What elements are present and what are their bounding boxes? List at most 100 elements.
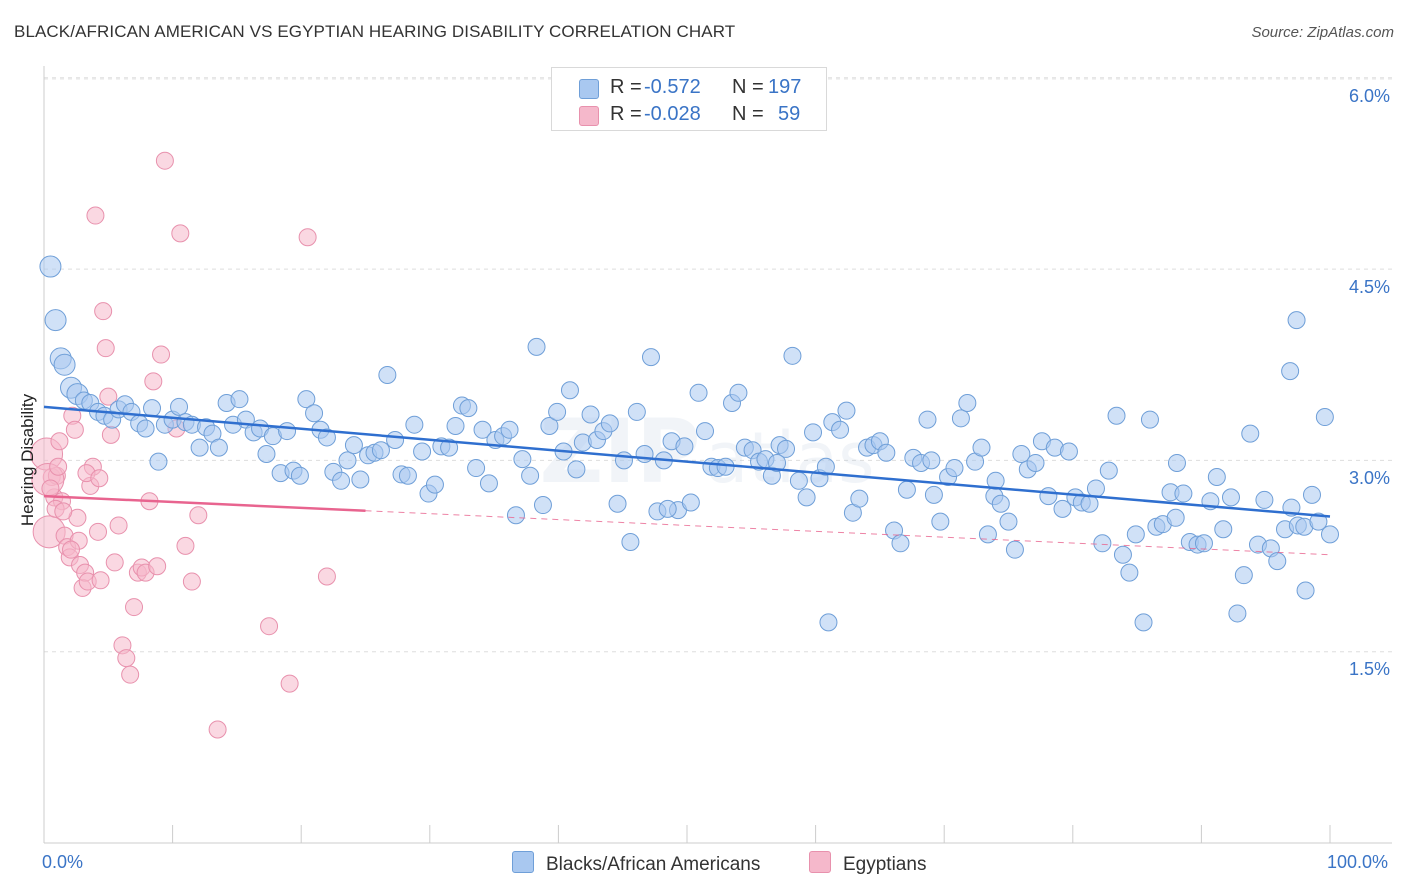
blacks-point xyxy=(1228,604,1247,623)
blacks-point xyxy=(230,390,249,409)
blacks-point xyxy=(567,460,586,479)
blacks-point xyxy=(560,381,579,400)
egyptians-point xyxy=(155,151,174,170)
x-max-label: 100.0% xyxy=(1327,852,1389,872)
blacks-point xyxy=(614,451,633,470)
blacks-point xyxy=(209,438,228,457)
blacks-point xyxy=(1012,445,1031,464)
legend-r-label: R = xyxy=(610,76,642,98)
grid-lines xyxy=(44,77,1392,653)
blacks-point xyxy=(918,410,937,429)
blacks-point xyxy=(405,415,424,434)
blacks-point xyxy=(39,255,62,278)
y-tick-6: 6.0% xyxy=(1349,86,1391,106)
legend-row-blacks: R = -0.572 N = 197 xyxy=(552,74,826,102)
egyptians-point xyxy=(280,674,299,693)
blacks-point xyxy=(608,494,627,513)
blacks-point xyxy=(1026,453,1045,472)
blacks-point xyxy=(891,534,910,553)
blacks-point xyxy=(317,428,336,447)
egyptians-point xyxy=(317,567,336,586)
blacks-point xyxy=(819,613,838,632)
blacks-point xyxy=(540,416,559,435)
blacks-point xyxy=(53,353,76,376)
bottom-legend-egyptians: Egyptians xyxy=(809,851,926,876)
blacks-point xyxy=(1255,490,1274,509)
egyptians-trend-extension xyxy=(365,510,1331,556)
blacks-point xyxy=(931,512,950,531)
blacks-point xyxy=(621,533,640,552)
blacks-point xyxy=(1099,461,1118,480)
blacks-point xyxy=(831,420,850,439)
legend: R = -0.572 N = 197 R = -0.028 N = 59 xyxy=(551,67,827,131)
legend-swatch-pink xyxy=(579,106,599,126)
y-tick-1-5: 1.5% xyxy=(1349,659,1391,679)
y-tick-3: 3.0% xyxy=(1349,468,1391,488)
blacks-point xyxy=(1214,520,1233,539)
blacks-point xyxy=(978,525,997,544)
blacks-point xyxy=(344,436,363,455)
blacks-point xyxy=(729,383,748,402)
svg-text:atlas: atlas xyxy=(705,417,874,499)
blacks-point xyxy=(1287,311,1306,330)
egyptians-point xyxy=(121,665,140,684)
blacks-point xyxy=(473,420,492,439)
blacks-point xyxy=(338,451,357,470)
egyptians-point xyxy=(109,516,128,535)
legend-swatch-blue xyxy=(579,79,599,99)
egyptians-point xyxy=(176,536,195,555)
bottom-legend-swatch-blue xyxy=(512,851,534,873)
blacks-point xyxy=(1120,563,1139,582)
legend-r-value: -0.028 xyxy=(644,103,701,125)
blacks-point xyxy=(1207,467,1226,486)
egyptians-point xyxy=(96,339,115,358)
blacks-point xyxy=(506,506,525,525)
blacks-point xyxy=(783,346,802,365)
blacks-point xyxy=(999,512,1018,531)
egyptians-point xyxy=(41,479,60,498)
blacks-point xyxy=(581,405,600,424)
blacks-point xyxy=(278,422,297,441)
legend-n-label: N = xyxy=(732,76,764,98)
blacks-point xyxy=(627,402,646,421)
blacks-point xyxy=(1140,410,1159,429)
blacks-point xyxy=(1059,442,1078,461)
blacks-points xyxy=(39,255,1339,632)
blacks-point xyxy=(1174,484,1193,503)
egyptians-trend-line xyxy=(43,494,366,513)
blacks-point xyxy=(297,390,316,409)
blacks-point xyxy=(1194,534,1213,553)
blacks-point xyxy=(958,394,977,413)
y-tick-4-5: 4.5% xyxy=(1349,277,1391,297)
blacks-point xyxy=(446,416,465,435)
blacks-point xyxy=(371,441,390,460)
blacks-point xyxy=(945,459,964,478)
legend-n-value: 59 xyxy=(778,103,801,125)
blacks-point xyxy=(600,414,619,433)
egyptians-point xyxy=(101,425,120,444)
bottom-legend-label-blacks: Blacks/African Americans xyxy=(546,854,761,875)
x-min-label: 0.0% xyxy=(42,852,84,872)
blacks-point xyxy=(548,402,567,421)
blacks-point xyxy=(1166,508,1185,527)
egyptians-point xyxy=(144,372,163,391)
blacks-point xyxy=(386,430,405,449)
blacks-point xyxy=(425,475,444,494)
blacks-point xyxy=(136,419,155,438)
blacks-point xyxy=(804,423,823,442)
bottom-legend-blacks: Blacks/African Americans xyxy=(512,851,760,876)
blacks-point xyxy=(1234,566,1253,585)
blacks-point xyxy=(1134,613,1153,632)
egyptians-point xyxy=(105,553,124,572)
blacks-point xyxy=(658,499,677,518)
blacks-point xyxy=(332,471,351,490)
blacks-point xyxy=(521,466,540,485)
blacks-point xyxy=(1053,499,1072,518)
blacks-point xyxy=(850,489,869,508)
blacks-point xyxy=(789,471,808,490)
blacks-point xyxy=(716,457,735,476)
egyptians-point xyxy=(125,598,144,617)
bottom-legend-label-egyptians: Egyptians xyxy=(843,854,927,875)
legend-row-egyptians: R = -0.028 N = 59 xyxy=(552,101,826,129)
blacks-point xyxy=(1302,485,1321,504)
